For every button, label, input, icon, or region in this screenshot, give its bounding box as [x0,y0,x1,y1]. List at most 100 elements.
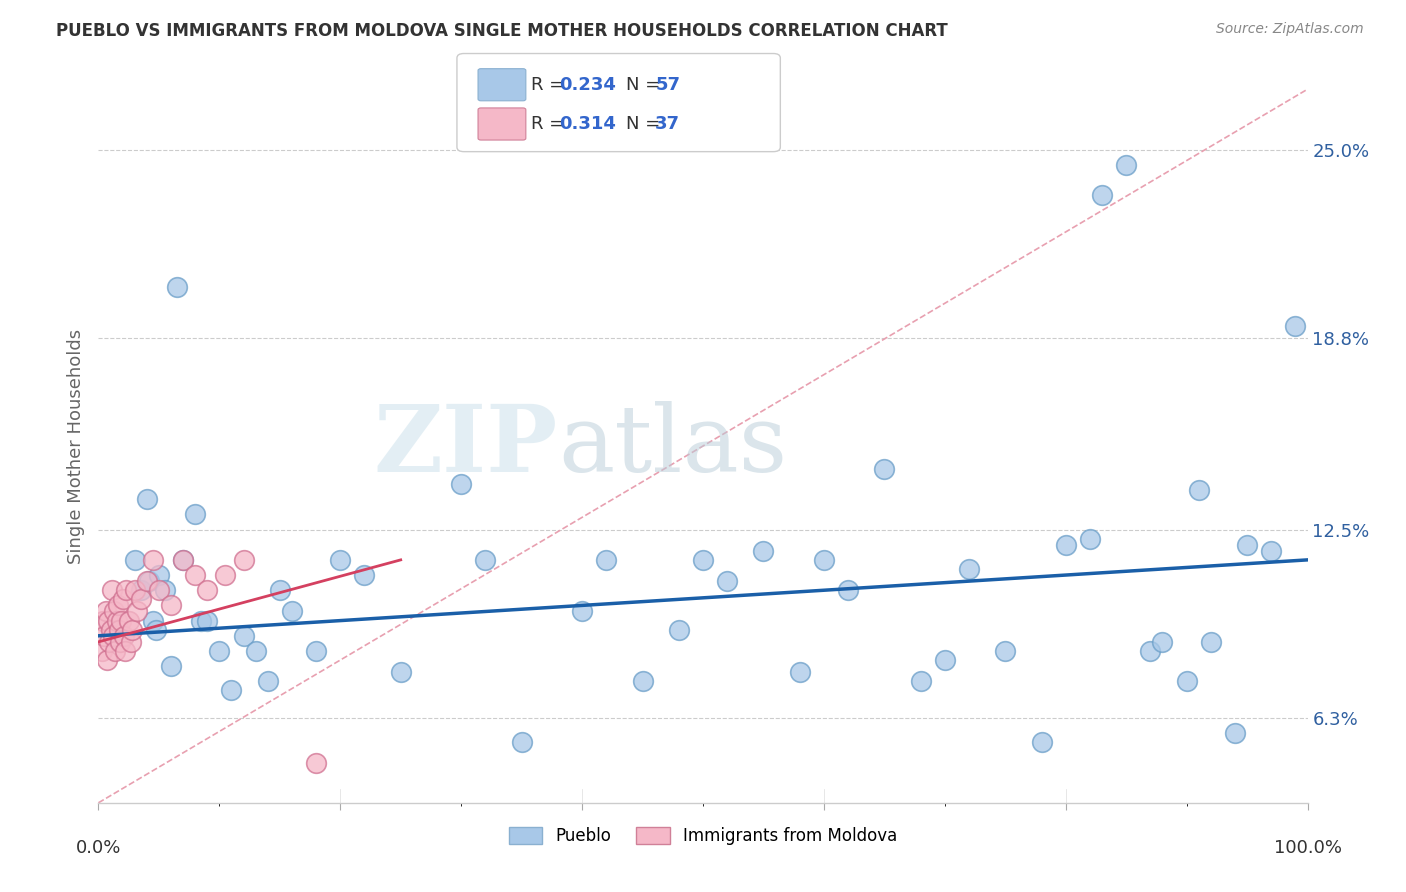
Point [256,674,278,689]
Point [510,735,533,749]
Point [692,553,714,567]
Point [190,614,212,628]
Point [269,583,291,598]
Text: 37: 37 [655,115,681,133]
Point [135,492,157,507]
Point [153,583,176,598]
Point [120,635,142,649]
Point [450,477,472,491]
Point [1115,158,1137,172]
Point [221,683,243,698]
Point [232,553,254,567]
Point [873,462,896,476]
Text: R =: R = [531,76,571,94]
Point [124,553,146,567]
Point [214,568,236,582]
Text: Source: ZipAtlas.com: Source: ZipAtlas.com [1216,22,1364,37]
Point [789,665,811,680]
Point [166,279,188,293]
Point [1260,543,1282,558]
Point [716,574,738,588]
Point [121,623,143,637]
Point [1078,532,1101,546]
Point [595,553,617,567]
Point [148,568,170,582]
Point [172,553,194,567]
Point [184,508,207,522]
Point [1031,735,1053,749]
Point [910,674,932,689]
Point [1139,644,1161,658]
Point [1091,188,1114,202]
Point [474,553,496,567]
Point [124,583,146,598]
Point [118,614,141,628]
Point [195,614,218,628]
Point [1175,674,1198,689]
Point [107,599,129,613]
Point [208,644,231,658]
Point [127,605,149,619]
Point [245,644,267,658]
Text: atlas: atlas [558,401,787,491]
Point [103,605,125,619]
Point [813,553,835,567]
Point [129,592,152,607]
Point [994,644,1017,658]
Point [1236,538,1258,552]
Point [108,623,131,637]
Point [100,583,122,598]
Legend: Pueblo, Immigrants from Moldova: Pueblo, Immigrants from Moldova [502,820,904,852]
Point [91,614,114,628]
Point [94,605,117,619]
Point [135,574,157,588]
Point [329,553,352,567]
Point [138,574,160,588]
Point [145,623,167,637]
Point [1223,726,1246,740]
Point [571,605,593,619]
Point [631,674,654,689]
Point [104,644,127,658]
Point [389,665,412,680]
Point [305,756,328,771]
Point [148,583,170,598]
Point [1284,319,1306,334]
Text: 0.234: 0.234 [560,76,616,94]
Text: 100.0%: 100.0% [1274,839,1341,857]
Point [281,605,304,619]
Point [112,629,135,643]
Point [114,644,136,658]
Point [195,583,218,598]
Point [1199,635,1222,649]
Point [160,599,183,613]
Point [305,644,328,658]
Point [668,623,690,637]
Point [142,614,165,628]
Point [184,568,207,582]
Point [96,653,118,667]
Point [353,568,375,582]
Point [111,592,134,607]
Point [110,614,132,628]
Point [108,635,131,649]
Text: 0.0%: 0.0% [76,839,121,857]
Point [957,562,980,576]
Text: PUEBLO VS IMMIGRANTS FROM MOLDOVA SINGLE MOTHER HOUSEHOLDS CORRELATION CHART: PUEBLO VS IMMIGRANTS FROM MOLDOVA SINGLE… [56,22,948,40]
Point [100,623,122,637]
Point [91,644,114,658]
Point [837,583,859,598]
Point [160,659,183,673]
Point [98,635,121,649]
Text: N =: N = [626,115,665,133]
Point [93,629,115,643]
Point [1152,635,1174,649]
Point [97,614,120,628]
Text: R =: R = [531,115,571,133]
Point [101,629,124,643]
Point [115,583,138,598]
Point [752,543,775,558]
Point [1054,538,1077,552]
Point [129,583,152,598]
Point [172,553,194,567]
